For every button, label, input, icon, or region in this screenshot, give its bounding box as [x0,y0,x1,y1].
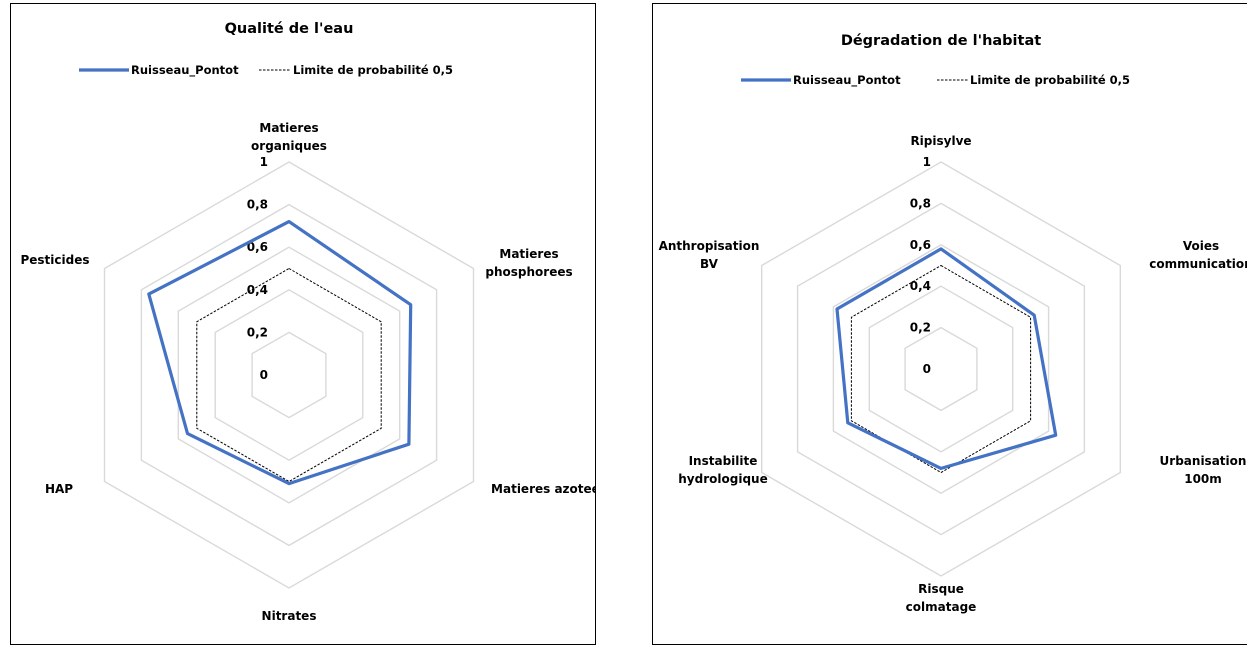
chart-panel-water-quality: Qualité de l'eau Ruisseau_Pontot Limite de… [10,3,596,645]
chart-title: Dégradation de l'habitat [841,33,1041,49]
radar-chart-water-quality: Qualité de l'eau Ruisseau_Pontot Limite de… [20,21,595,623]
radar-chart-habitat-degradation: Dégradation de l'habitat Ruisseau_Pontot L… [659,33,1247,614]
grid-ring [904,326,978,412]
category-label: Matieres azotees [491,482,595,496]
tick-label: 1 [923,155,931,169]
tick-label: 0,4 [910,279,931,293]
chart-title: Qualité de l'eau [225,21,354,37]
tick-label: 0,2 [247,325,268,339]
category-label: Risque colmatage [906,582,977,614]
series-polygon [147,220,413,486]
tick-label: 0,8 [247,198,268,212]
grid-ring [760,161,1121,577]
threshold-polygon [850,264,1032,474]
grid-ring [214,288,364,462]
threshold-polygon [196,267,382,483]
category-label: Instabilite hydrologique [678,454,767,486]
series-polygon [835,247,1058,470]
category-label: Nitrates [262,609,317,623]
tick-label: 0,6 [247,240,268,254]
grid-ring [251,331,327,419]
category-label: Matieres phosphorees [485,247,572,279]
tick-label: 0,2 [910,321,931,335]
tick-label: 0 [923,362,931,376]
tick-label: 0 [260,368,268,382]
category-label: Pesticides [20,253,89,267]
chart-panel-habitat-degradation: Dégradation de l'habitat Ruisseau_Pontot L… [652,3,1247,645]
grid-ring [177,246,401,504]
category-label: Ripisylve [910,134,971,148]
grid-ring [868,285,1014,453]
grid-ring [103,161,475,589]
grid-ring [796,202,1086,536]
tick-label: 0,8 [910,196,931,210]
tick-label: 0,4 [247,283,268,297]
category-label: Anthropisation BV [659,239,760,271]
legend-label-series: Ruisseau_Pontot [131,63,239,78]
category-label: HAP [45,482,73,496]
grid-ring [140,203,438,547]
legend-label-series: Ruisseau_Pontot [793,73,901,88]
legend-label-threshold: Limite de probabilité 0,5 [970,73,1130,87]
legend-label-threshold: Limite de probabilité 0,5 [293,63,453,77]
category-label: Matieres organiques [251,121,327,153]
tick-label: 1 [260,155,268,169]
grid-ring [832,243,1050,495]
category-label: Voies communication [1149,239,1247,271]
category-label: Urbanisation 100m [1160,454,1247,486]
tick-label: 0,6 [910,238,931,252]
